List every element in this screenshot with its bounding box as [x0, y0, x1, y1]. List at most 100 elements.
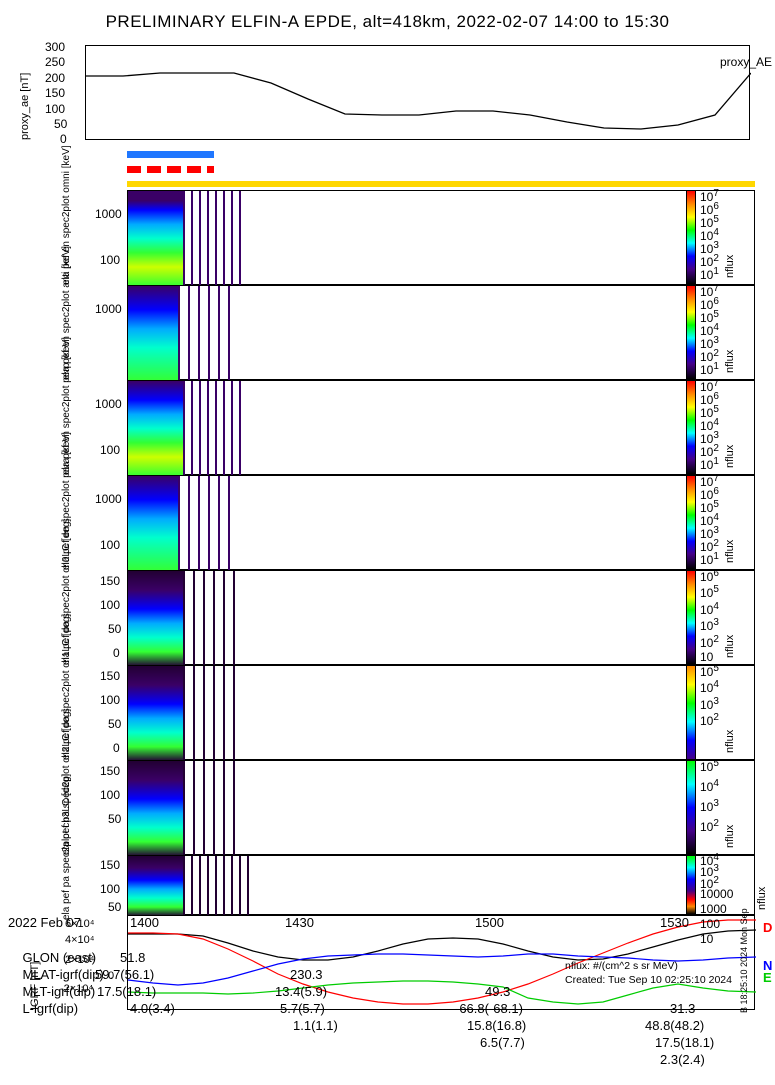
colorbar-ch2LC-10e2: 102: [700, 818, 719, 834]
pitch-angle-streaks-ch1LC: [183, 666, 243, 761]
colorbar-ch2LC-10e4: 104: [700, 778, 719, 794]
colorbar-ch0LC-10e1: 10: [700, 650, 713, 664]
ch0LC-ytick-0: 0: [113, 646, 120, 660]
colorbar-para: [686, 475, 696, 570]
pitch-angle-panel-ch1LC: [127, 665, 755, 760]
proxy-ytick-300: 300: [45, 40, 65, 54]
ch0LC-ytick-150: 150: [100, 574, 120, 588]
page-title: PRELIMINARY ELFIN-A EPDE, alt=418km, 202…: [0, 12, 775, 32]
blue-indicator-bar: [127, 151, 214, 158]
colorbar-anti-nflux: nflux: [725, 293, 736, 373]
igrf-rot-right-text: B 18:25:10 2024 Mon Sep: [740, 918, 749, 1013]
colorbar-ch3LC-1000: 1000: [700, 902, 727, 916]
time-axis-tick-1500: 1500: [475, 915, 504, 930]
colorbar-ch1LC-10e2: 102: [700, 712, 719, 728]
colorbar-ch2LC: [686, 760, 696, 855]
proxy-ae-panel: [85, 45, 750, 140]
ch0LC-ytick-50: 50: [108, 622, 121, 636]
colorbar-omni: [686, 190, 696, 285]
colorbar-ch0LC-10e4: 104: [700, 601, 719, 617]
pitch-angle-panel-ch3LC: [127, 855, 755, 915]
pitch-angle-data-ch1LC: [128, 666, 183, 761]
pitch-angle-panel-ch0LC: [127, 570, 755, 665]
red-dashed-indicator-bar: [127, 166, 214, 173]
time-axis-tick-1530: 1530: [660, 915, 689, 930]
proxy-ae-right-label: proxy_AE: [720, 55, 772, 69]
time-axis-tick-1430: 1430: [285, 915, 314, 930]
igrf-legend-E: E: [763, 970, 772, 985]
colorbar-ch3LC: [686, 855, 696, 915]
colorbar-ch0LC-nflux: nflux: [725, 578, 736, 658]
spectrogram-streaks-para: [178, 476, 233, 571]
anti-ytick-1000: 1000: [95, 302, 122, 316]
colorbar-ch0LC-10e2: 102: [700, 634, 719, 650]
colorbar-ch1LC-10e4: 104: [700, 679, 719, 695]
elfin-epde-plot: PRELIMINARY ELFIN-A EPDE, alt=418km, 202…: [0, 0, 775, 1000]
colorbar-ch2LC-10e5: 105: [700, 758, 719, 774]
table-row-ligrf: L-igrf(dip): [8, 983, 148, 1034]
table-values-ligrf: 4.0(3.4) 1.1(1.1) 6.5(7.7) 2.3(2.4): [185, 983, 735, 1085]
colorbar-ch3LC-10000: 10000: [700, 887, 733, 901]
spectrogram-panel-para: [127, 475, 755, 570]
colorbar-ch1LC-nflux: nflux: [725, 673, 736, 753]
proxy-ae-curve-svg: [86, 46, 751, 141]
colorbar-perp-10e1: 101: [700, 456, 719, 472]
ch2LC-ytick-150: 150: [100, 764, 120, 778]
colorbar-perp: [686, 380, 696, 475]
proxy-ytick-250: 250: [45, 55, 65, 69]
colorbar-ch1LC-10e5: 105: [700, 663, 719, 679]
spectrogram-panel-anti: [127, 285, 755, 380]
omni-ytick-1000: 1000: [95, 207, 122, 221]
pitch-angle-data-ch2LC: [128, 761, 183, 856]
time-axis-tick-1400: 1400: [130, 915, 159, 930]
ch0LC-ytick-100: 100: [100, 598, 120, 612]
pitch-angle-panel-ch2LC: [127, 760, 755, 855]
pitch-angle-streaks-ch2LC: [183, 761, 243, 856]
spectrogram-data-para: [128, 476, 178, 571]
perp-ytick-100: 100: [100, 443, 120, 457]
colorbar-perp-nflux: nflux: [725, 388, 736, 468]
spectrogram-data-perp: [128, 381, 183, 476]
colorbar-omni-10e1: 101: [700, 266, 719, 282]
spectrogram-data-anti: [128, 286, 178, 381]
colorbar-omni-nflux: nflux: [725, 198, 736, 278]
ch1LC-ytick-50: 50: [108, 717, 121, 731]
pitch-angle-data-ch0LC: [128, 571, 183, 666]
ch2LC-ytick-100: 100: [100, 788, 120, 802]
footer-created-note: Created: Tue Sep 10 02:25:10 2024: [565, 974, 732, 987]
footer-units-note: nflux: #/(cm^2 s sr MeV): [565, 960, 678, 973]
spectrogram-streaks-omni: [183, 191, 243, 286]
omni-ytick-100: 100: [100, 253, 120, 267]
ch3LC-ytick-100: 100: [100, 882, 120, 896]
ch2LC-ytick-50: 50: [108, 812, 121, 826]
proxy-ylabel: proxy_ae [nT]: [20, 50, 31, 140]
proxy-ytick-150: 150: [45, 86, 65, 100]
spectrogram-data-omni: [128, 191, 183, 286]
spectrogram-panel-perp: [127, 380, 755, 475]
colorbar-ch1LC-10e3: 103: [700, 696, 719, 712]
colorbar-anti: [686, 285, 696, 380]
colorbar-ch3LC-nflux: nflux: [757, 860, 768, 910]
proxy-ytick-50: 50: [54, 117, 67, 131]
proxy-ytick-100: 100: [45, 102, 65, 116]
colorbar-para-10e1: 101: [700, 551, 719, 567]
ch1LC-ytick-100: 100: [100, 693, 120, 707]
ch3LC-ytick-150: 150: [100, 858, 120, 872]
ch1LC-ytick-150: 150: [100, 669, 120, 683]
ch3LC-ytick-50: 50: [108, 900, 121, 914]
proxy-ytick-0: 0: [60, 132, 67, 146]
colorbar-ch0LC: [686, 570, 696, 665]
igrf-legend-D: D: [763, 920, 772, 935]
spectrogram-panel-omni: [127, 190, 755, 285]
pitch-angle-streaks-ch0LC: [183, 571, 243, 666]
yellow-indicator-bar: [127, 181, 755, 187]
colorbar-ch3LC-100: 100: [700, 917, 720, 931]
time-axis-date: 2022 Feb 07: [8, 915, 81, 930]
colorbar-ch0LC-10e6: 106: [700, 568, 719, 584]
colorbar-anti-10e1: 101: [700, 361, 719, 377]
para-ytick-1000: 1000: [95, 492, 122, 506]
pitch-angle-streaks-ch3LC: [183, 856, 253, 916]
spectrogram-streaks-perp: [183, 381, 243, 476]
colorbar-ch2LC-nflux: nflux: [725, 768, 736, 848]
pitch-angle-data-ch3LC: [128, 856, 183, 916]
